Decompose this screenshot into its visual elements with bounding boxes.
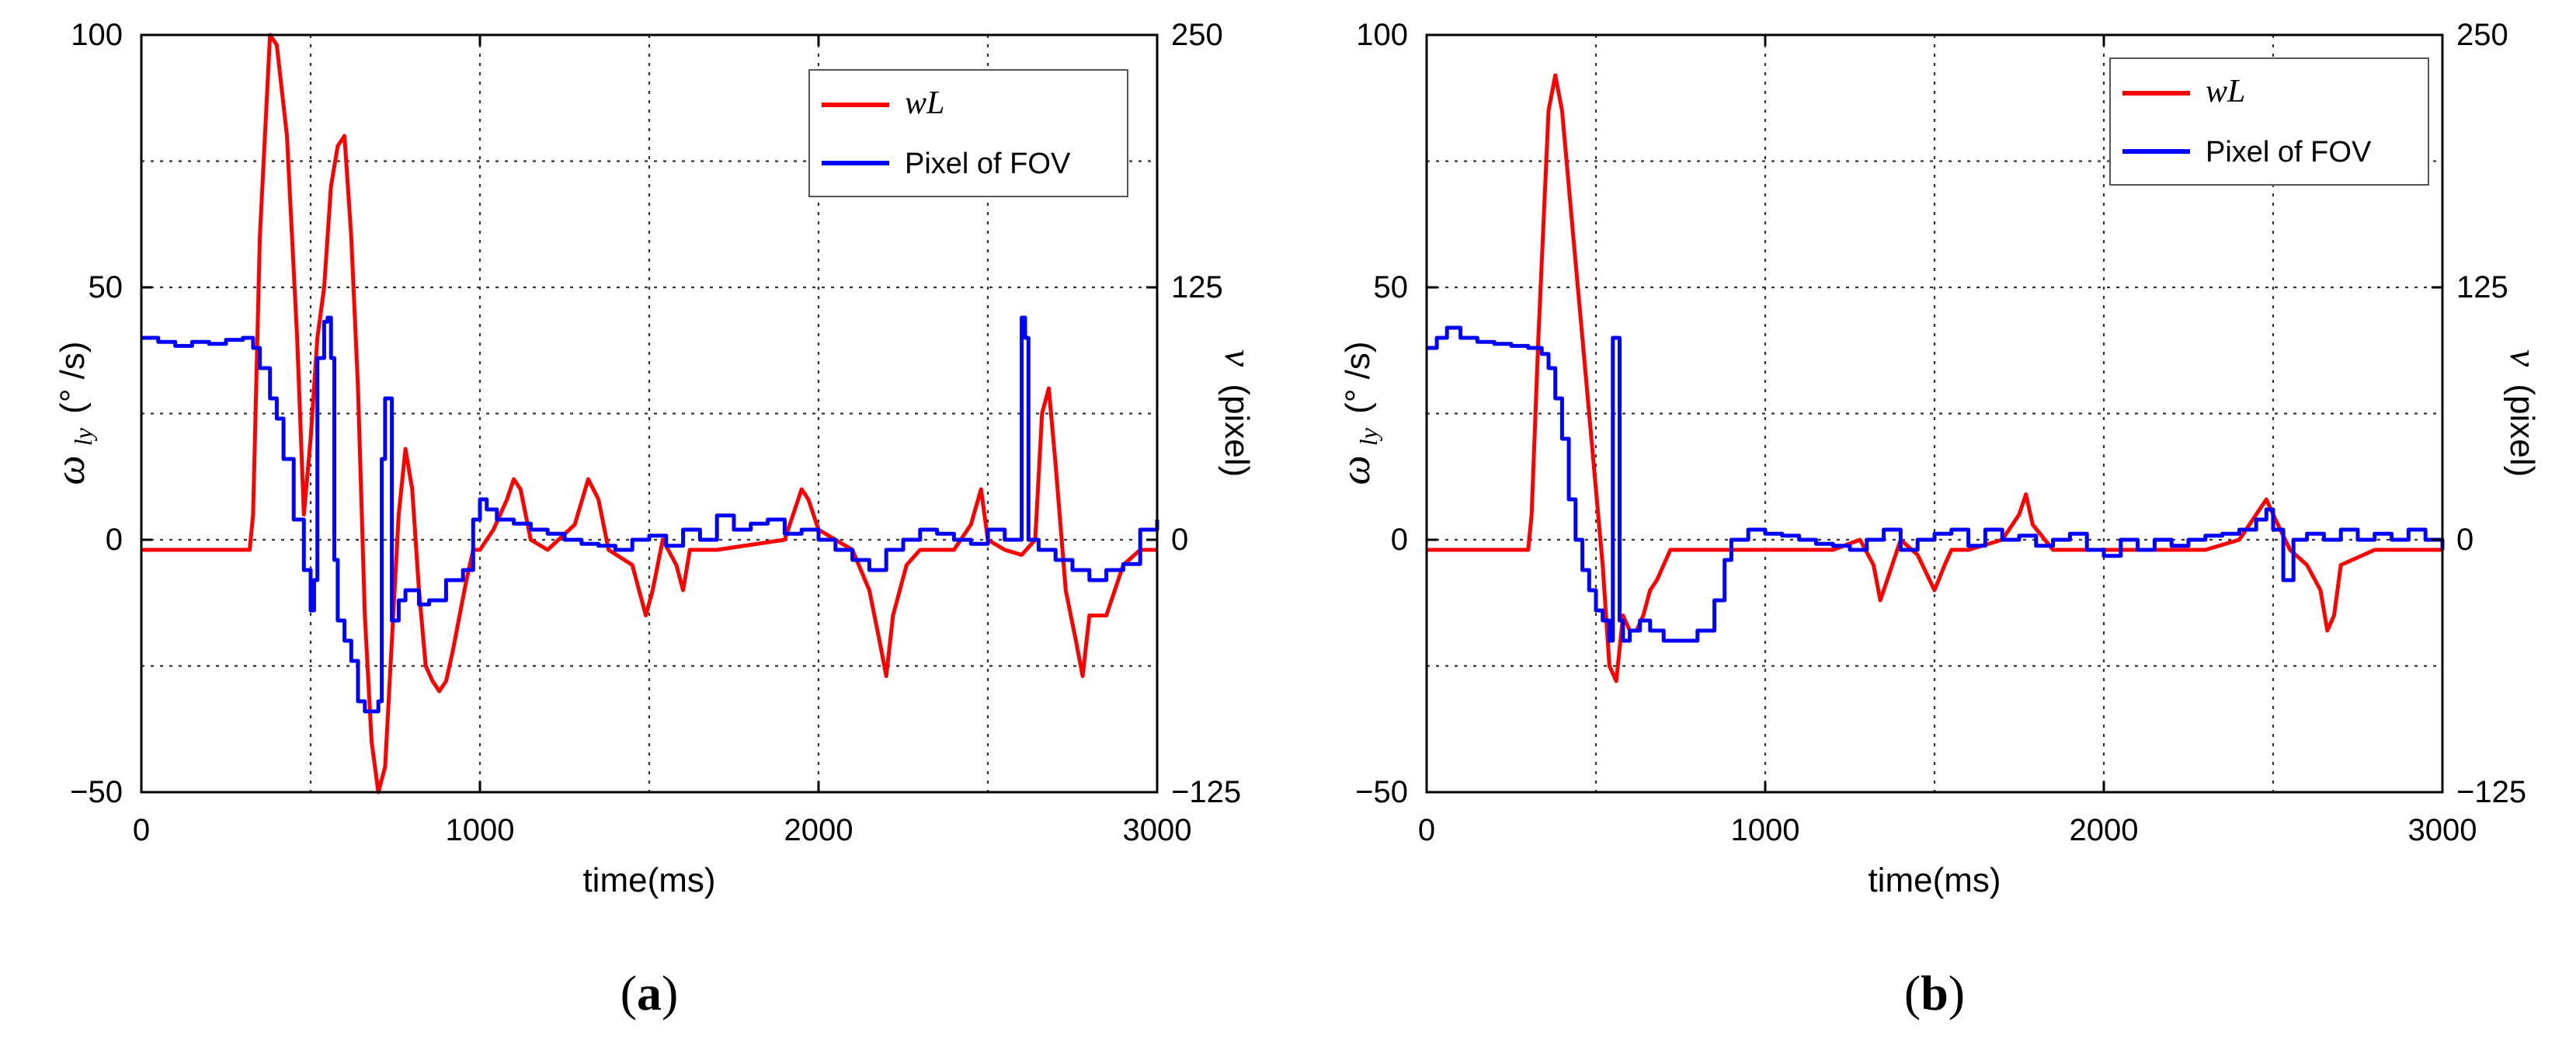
y-left-units: (° /s): [1339, 341, 1377, 413]
y-left-units: (° /s): [54, 341, 92, 413]
y-right-tick-label: 125: [2456, 270, 2508, 304]
legend-box: [2109, 57, 2429, 186]
y-left-tick-label: 100: [1356, 18, 1408, 52]
series-line-wl: [141, 33, 1157, 794]
y-right-units: (pixel): [2503, 384, 2541, 477]
series-lines: [1427, 73, 2445, 683]
x-tick-label: 3000: [1123, 813, 1192, 847]
y-right-tick-label: 0: [1171, 523, 1188, 557]
axis-ticks: [1425, 33, 2444, 794]
y-right-axis-label: v (pixel): [1217, 349, 1260, 477]
y-right-units: (pixel): [1218, 384, 1256, 477]
y-left-tick-label: 100: [71, 18, 123, 52]
y-left-tick-label: 0: [106, 523, 123, 557]
x-axis-label: time(ms): [1868, 861, 2001, 899]
y-right-tick-label: 250: [2456, 18, 2508, 52]
y-right-symbol: v: [1217, 349, 1260, 367]
panel-label: (a): [621, 965, 679, 1020]
y-right-symbol: v: [2502, 349, 2546, 367]
legend-label-pixel: Pixel of FOV: [905, 148, 1071, 180]
series-line-pixel-of-fov: [1427, 325, 2445, 643]
y-left-tick-label: −50: [1355, 775, 1408, 809]
legend: wL Pixel of FOV: [2109, 57, 2429, 186]
x-tick-label: 1000: [446, 813, 515, 847]
y-left-subscript: ly: [69, 427, 97, 446]
x-tick-label: 1000: [1731, 813, 1800, 847]
grid-lines: [1427, 35, 2442, 792]
x-tick-label: 0: [1418, 813, 1435, 847]
legend-box: [808, 69, 1128, 197]
plot-frame: [1425, 33, 2444, 794]
series-line-wl: [1427, 73, 2442, 683]
x-tick-label: 2000: [784, 813, 853, 847]
x-tick-label: 2000: [2070, 813, 2139, 847]
y-right-axis-label: v (pixel): [2502, 349, 2546, 477]
y-left-tick-label: −50: [70, 775, 123, 809]
y-left-tick-label: 0: [1391, 523, 1408, 557]
axis-ticks: [140, 33, 1159, 794]
plot-frame: [140, 33, 1159, 794]
y-left-tick-label: 50: [89, 270, 123, 304]
y-left-axis-label: ω ly (° /s): [1332, 341, 1385, 485]
x-tick-label: 3000: [2408, 813, 2477, 847]
y-right-tick-label: −125: [1171, 775, 1241, 809]
chart-panel-a: 100 50 0 −50 250 125 0 −125 0 1000 2000 …: [47, 18, 1260, 1020]
y-right-tick-label: 125: [1171, 270, 1223, 304]
y-left-axis-label: ω ly (° /s): [47, 341, 99, 485]
y-left-tick-label: 50: [1374, 270, 1409, 304]
y-right-tick-label: 0: [2456, 523, 2473, 557]
x-axis-label: time(ms): [582, 861, 715, 899]
legend-label-wl: wL: [905, 85, 944, 121]
y-left-symbol: ω: [1332, 455, 1378, 485]
y-right-tick-label: −125: [2456, 775, 2526, 809]
y-left-symbol: ω: [47, 455, 93, 485]
series-line-pixel-of-fov: [141, 315, 1159, 714]
series-lines: [141, 33, 1159, 794]
y-right-tick-label: 250: [1171, 18, 1223, 52]
legend-label-pixel: Pixel of FOV: [2206, 136, 2372, 169]
chart-panel-b: 100 50 0 −50 250 125 0 −125 0 1000 2000 …: [1332, 18, 2546, 1020]
legend: wL Pixel of FOV: [808, 69, 1128, 197]
panel-label: (b): [1904, 965, 1965, 1020]
legend-label-wl: wL: [2206, 74, 2245, 110]
x-tick-label: 0: [133, 813, 150, 847]
y-left-subscript: ly: [1354, 427, 1382, 446]
